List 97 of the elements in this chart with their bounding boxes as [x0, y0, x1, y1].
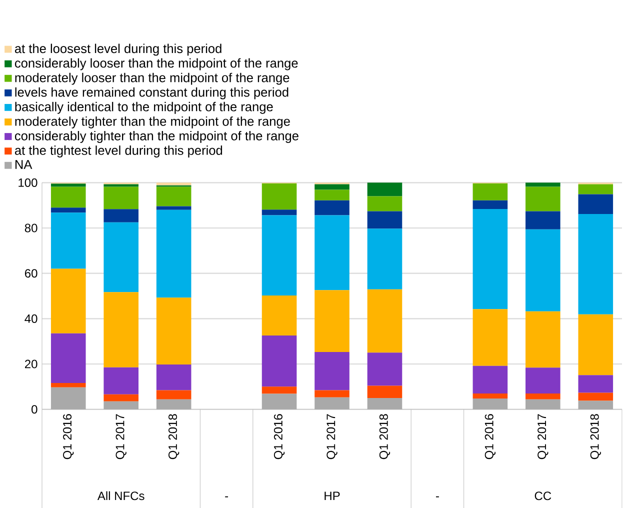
bar [314, 215, 350, 290]
bar [50, 383, 86, 388]
bar [526, 211, 560, 230]
bar [104, 401, 138, 410]
bar [104, 222, 138, 292]
bar [50, 333, 86, 384]
bar [472, 393, 508, 398]
x-tick-label: Q1 2018 [168, 414, 180, 460]
bar [367, 211, 402, 229]
bar [472, 309, 508, 366]
bar [104, 367, 138, 394]
bar [578, 184, 614, 194]
bar [262, 215, 297, 296]
x-tick-label: Q1 2017 [326, 414, 338, 460]
bar [367, 196, 402, 212]
bar [578, 314, 614, 376]
bar [526, 229, 560, 312]
y-tick-label: 60 [24, 269, 38, 278]
bar [156, 210, 192, 298]
text: - [436, 496, 439, 498]
bar [314, 390, 350, 398]
bar [50, 186, 86, 208]
bar [472, 200, 508, 209]
bar [156, 186, 192, 206]
legend-label: considerably tighter than the midpoint of the range [14, 130, 298, 143]
bar [314, 352, 350, 390]
text: HP [324, 492, 340, 500]
bar [262, 394, 297, 410]
bar [314, 290, 350, 352]
bar [314, 200, 350, 216]
bar [262, 386, 297, 394]
legend-label: basically identical to the midpoint of the range [15, 102, 273, 114]
bar [526, 311, 560, 368]
legend-label: moderately looser than the midpoint of the range [15, 72, 290, 85]
x-tick-label: Q1 2017 [116, 414, 126, 460]
y-tick-label: 100 [18, 178, 38, 187]
x-tick-label: Q1 2017 [538, 414, 548, 460]
x-tick-label: Q1 2016 [484, 414, 496, 460]
legend-label: considerably looser than the midpoint of the range [14, 58, 298, 70]
bar [156, 390, 192, 400]
legend-label: levels have remained constant during this period [15, 87, 288, 100]
y-tick-label: 80 [24, 224, 38, 232]
bar [526, 368, 560, 394]
bar [262, 183, 297, 210]
bar [50, 268, 86, 334]
text: All NFCs [97, 491, 144, 500]
x-tick-label: Q1 2018 [590, 414, 601, 460]
bar [50, 208, 86, 213]
bar [50, 387, 86, 410]
bar [578, 214, 614, 314]
bar [156, 399, 192, 410]
bar [262, 296, 297, 336]
bar [50, 184, 86, 187]
bar [367, 182, 402, 196]
bar [156, 182, 192, 186]
bar [367, 228, 402, 290]
text: - [225, 496, 228, 498]
bar [262, 335, 297, 387]
legend-label: moderately tighter than the midpoint of the range [15, 116, 290, 128]
bar [104, 394, 138, 402]
y-tick-label: 0 [32, 405, 38, 414]
y-tick-label: 20 [24, 360, 38, 368]
bar [104, 209, 138, 222]
bar [156, 364, 192, 390]
bar [367, 289, 402, 353]
bar [526, 186, 560, 212]
bar [104, 186, 138, 210]
bar [472, 183, 508, 200]
bar [367, 398, 402, 410]
bar [578, 375, 614, 393]
bar [262, 210, 297, 216]
bar [578, 400, 614, 410]
bar [314, 190, 350, 200]
bar [50, 212, 86, 269]
bar [578, 194, 614, 214]
legend-label: at the loosest level during this period [14, 44, 222, 56]
bar [472, 208, 508, 310]
x-tick-label: Q1 2016 [274, 414, 285, 460]
bar [526, 182, 560, 187]
bar [156, 298, 192, 364]
bar [314, 184, 350, 190]
bar [104, 292, 138, 368]
x-tick-label: Q1 2018 [379, 414, 390, 460]
bar [526, 393, 560, 400]
x-tick-label: Q1 2016 [63, 414, 74, 460]
bar [526, 399, 560, 410]
y-tick-label: 40 [24, 314, 38, 323]
bar [156, 206, 192, 210]
bar [578, 392, 614, 401]
bar [472, 398, 508, 410]
bar [367, 386, 402, 398]
bar [314, 397, 350, 410]
text: CC [534, 492, 552, 500]
legend-label: at the tightest level during this period [14, 146, 222, 158]
bar [472, 366, 508, 394]
legend-label: NA [15, 160, 32, 169]
bar [367, 352, 402, 386]
